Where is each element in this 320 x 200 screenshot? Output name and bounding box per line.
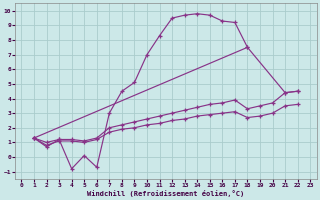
X-axis label: Windchill (Refroidissement éolien,°C): Windchill (Refroidissement éolien,°C)	[87, 190, 244, 197]
